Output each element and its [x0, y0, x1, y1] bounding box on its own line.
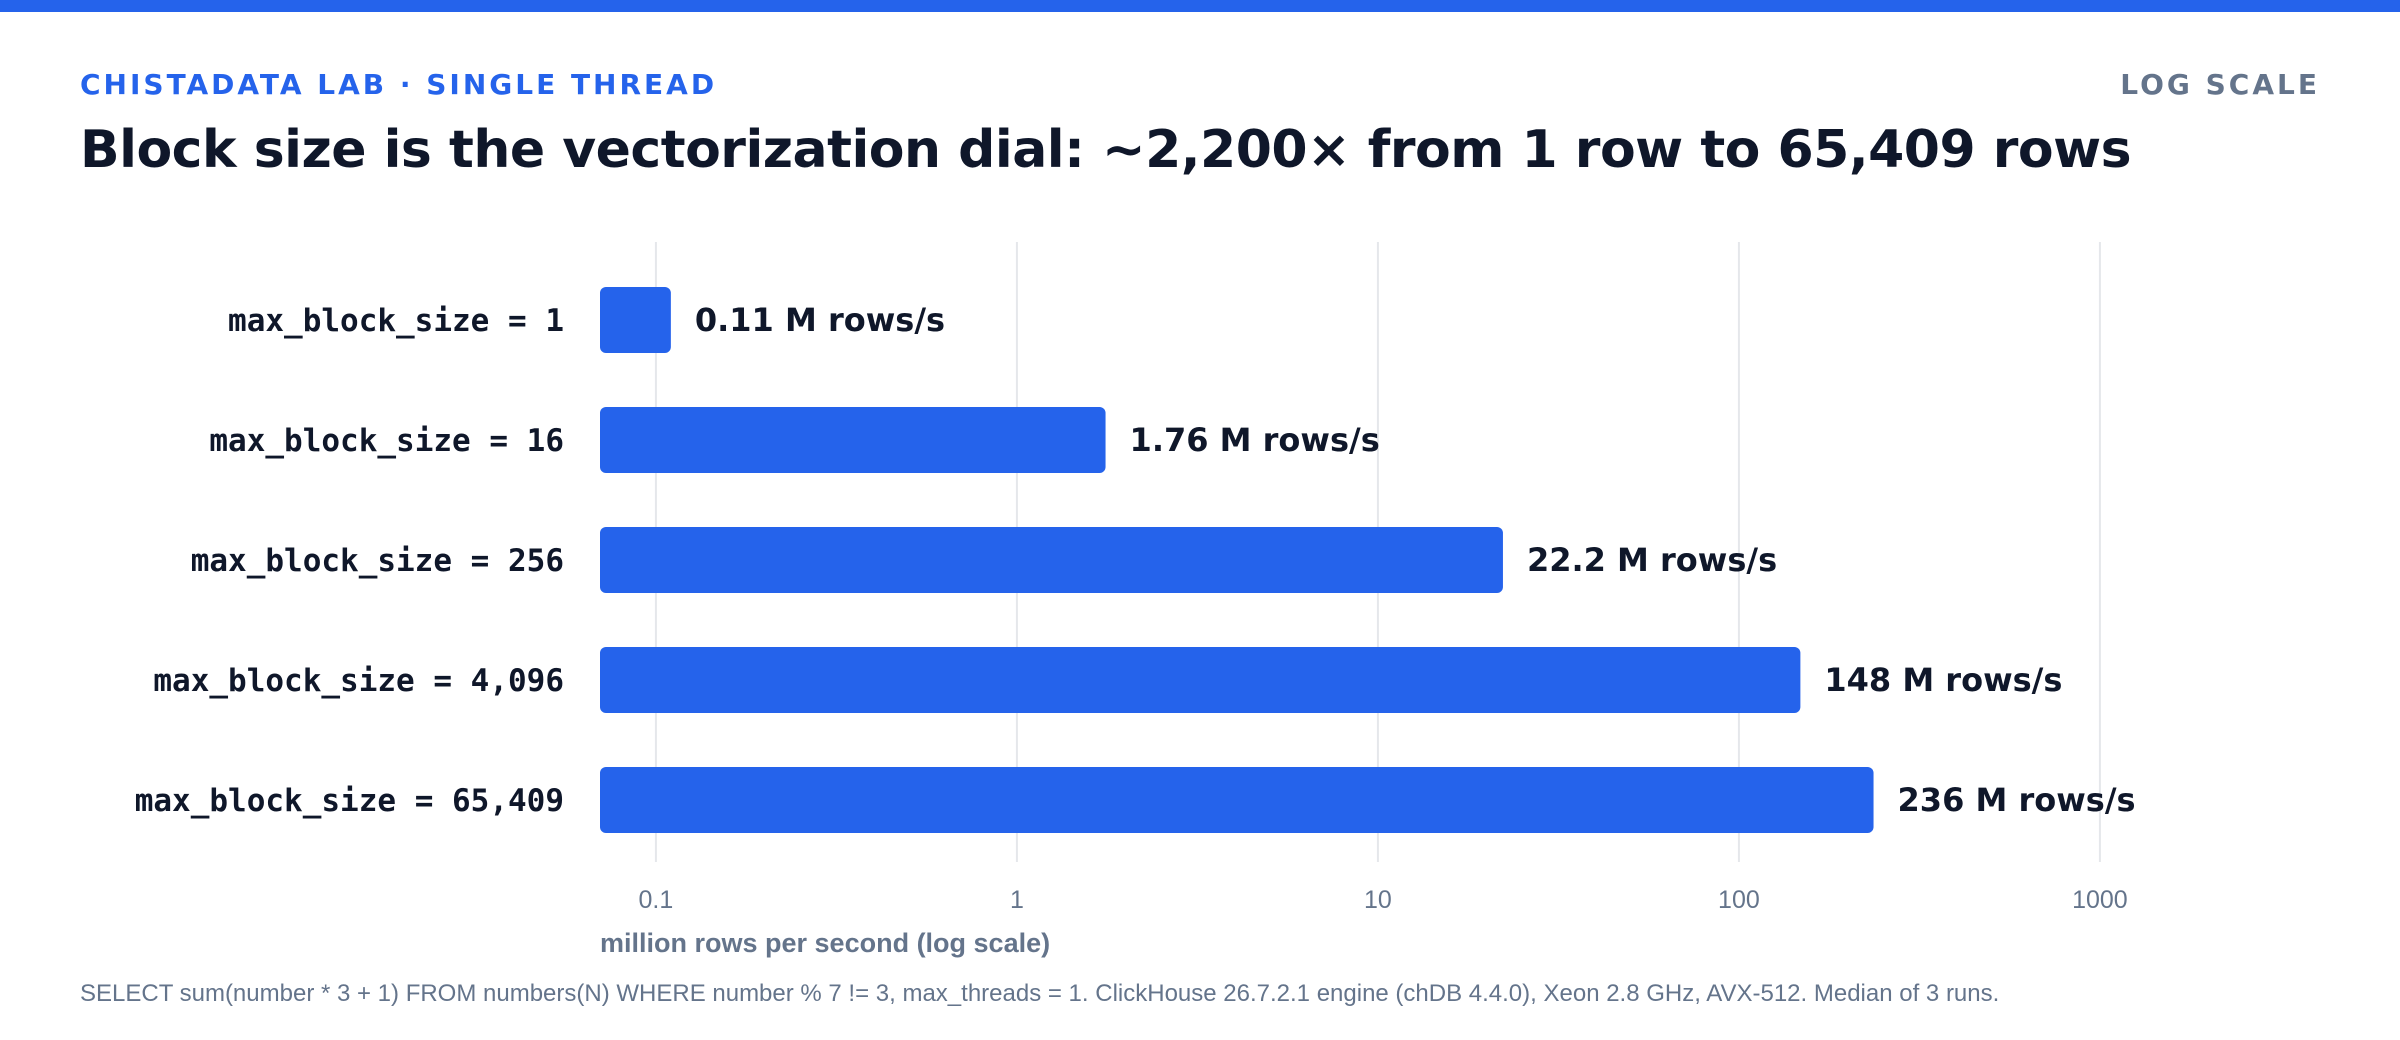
value-labels: 0.11 M rows/s 1.76 M rows/s 22.2 M rows/s 1…	[695, 301, 2136, 819]
bar	[600, 767, 1874, 833]
value-label: 1.76 M rows/s	[1130, 421, 1380, 459]
top-accent-bar	[0, 0, 2400, 12]
bar	[600, 287, 671, 353]
eyebrow-label: CHISTADATA LAB · SINGLE THREAD	[80, 68, 718, 101]
x-tick-label: 10	[1364, 886, 1392, 914]
x-tick-label: 1	[1010, 886, 1024, 914]
value-label: 0.11 M rows/s	[695, 301, 945, 339]
x-axis-label: million rows per second (log scale)	[600, 928, 1050, 958]
category-label: max_block_size = 16	[209, 423, 564, 459]
x-tick-label: 100	[1718, 886, 1760, 914]
scale-tag: LOG SCALE	[2120, 68, 2320, 101]
category-label: max_block_size = 4,096	[153, 663, 564, 699]
bar	[600, 647, 1801, 713]
bar	[600, 407, 1106, 473]
value-label: 236 M rows/s	[1898, 781, 2136, 819]
bar-group	[600, 287, 1874, 833]
value-label: 22.2 M rows/s	[1527, 541, 1777, 579]
category-label: max_block_size = 65,409	[135, 783, 564, 819]
category-label: max_block_size = 256	[191, 543, 564, 579]
x-tick-label: 0.1	[639, 886, 674, 914]
category-labels: max_block_size = 1 max_block_size = 16 max…	[135, 303, 564, 819]
x-tick-labels: 0.1 1 10 100 1000	[639, 886, 2128, 914]
chart-title: Block size is the vectorization dial: ~2…	[80, 120, 2132, 180]
footnote: SELECT sum(number * 3 + 1) FROM numbers(…	[80, 980, 2000, 1007]
value-label: 148 M rows/s	[1824, 661, 2062, 699]
category-label: max_block_size = 1	[228, 303, 564, 339]
bar-chart: max_block_size = 1 max_block_size = 16 max…	[135, 242, 2136, 958]
x-tick-label: 1000	[2072, 886, 2128, 914]
bar	[600, 527, 1503, 593]
